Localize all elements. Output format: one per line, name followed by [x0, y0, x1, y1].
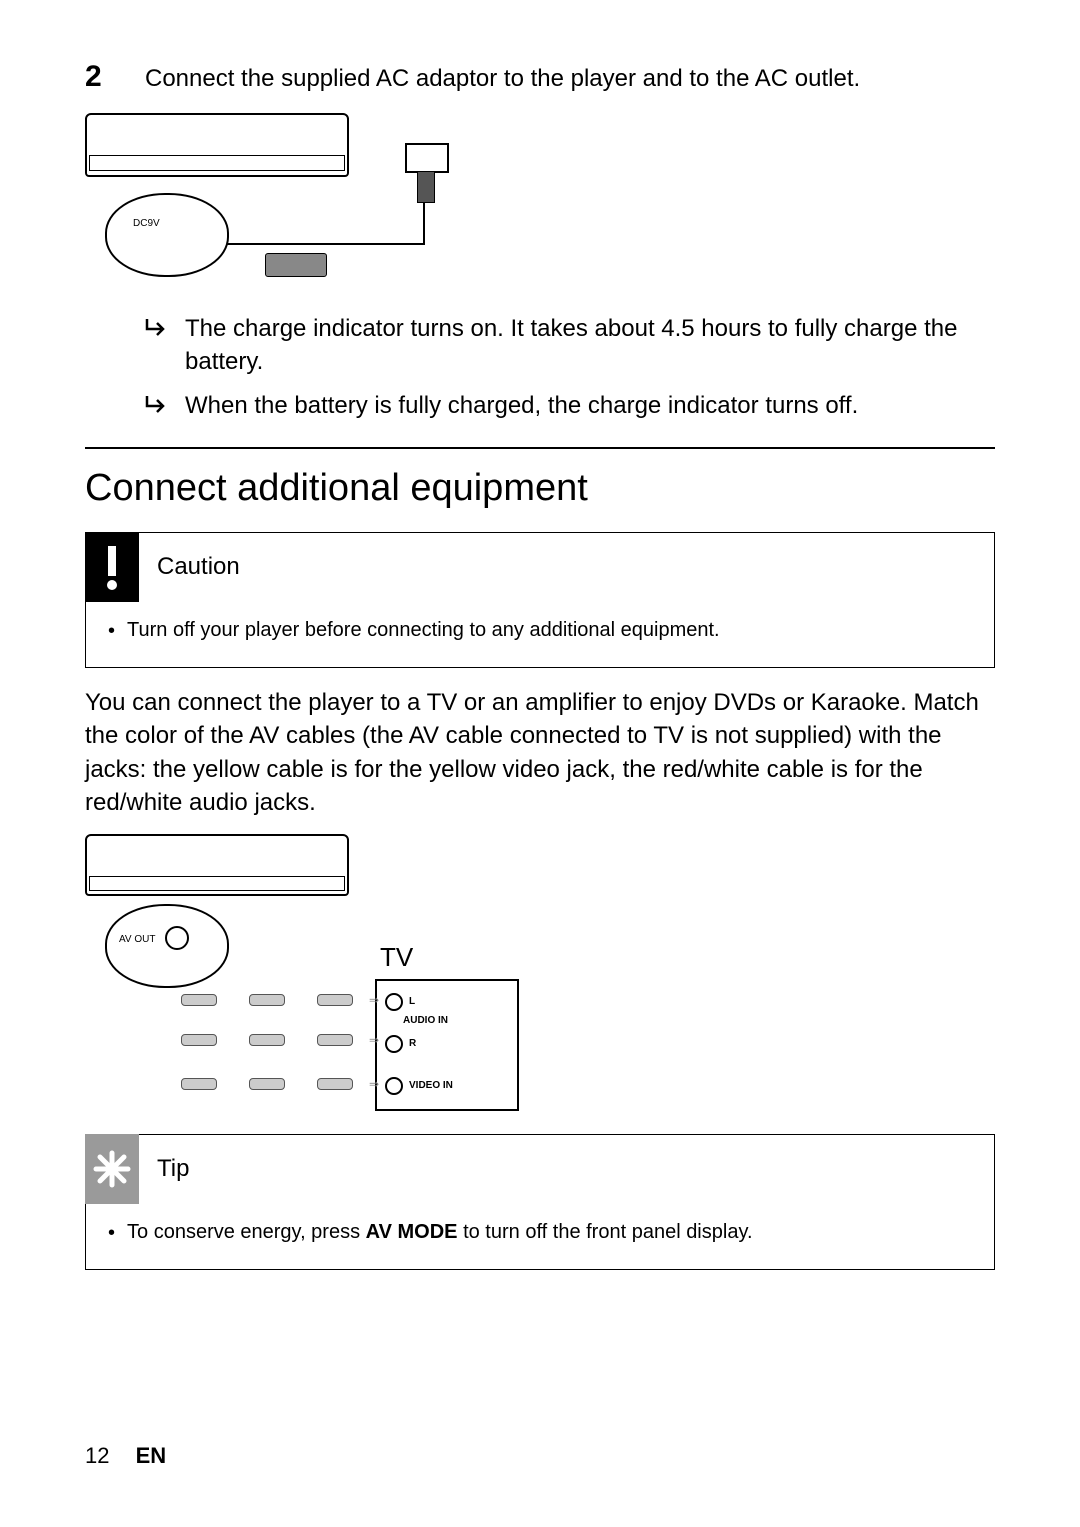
av-out-label: AV OUT — [119, 934, 155, 945]
result-item: When the battery is fully charged, the c… — [145, 390, 995, 422]
body-paragraph: You can connect the player to a TV or an… — [85, 686, 995, 820]
caution-icon — [85, 532, 139, 602]
r-label: R — [409, 1038, 416, 1049]
diagram-ac-adaptor: DC9V — [85, 113, 995, 293]
tip-bullet: • To conserve energy, press AV MODE to t… — [108, 1218, 972, 1247]
arrow-icon — [145, 390, 185, 414]
step-number: 2 — [85, 60, 145, 94]
tip-text-post: to turn off the front panel display. — [458, 1221, 753, 1243]
page-number: 12 — [85, 1443, 109, 1468]
page-footer: 12 EN — [85, 1443, 166, 1469]
caution-title: Caution — [157, 553, 240, 581]
page-lang: EN — [136, 1443, 167, 1468]
l-label: L — [409, 996, 415, 1007]
section-rule — [85, 447, 995, 449]
tip-text-bold: AV MODE — [366, 1221, 458, 1243]
bullet-icon: • — [108, 616, 115, 645]
arrow-icon — [145, 313, 185, 337]
tip-text-pre: To conserve energy, press — [127, 1221, 366, 1243]
diagram-tv-connection: AV OUT TV L AUDIO IN R VIDEO IN — [85, 834, 995, 1114]
caution-text: Turn off your player before connecting t… — [127, 616, 720, 644]
tip-icon — [85, 1134, 139, 1204]
result-text: The charge indicator turns on. It takes … — [185, 313, 995, 378]
step-text: Connect the supplied AC adaptor to the p… — [145, 60, 860, 95]
tip-text: To conserve energy, press AV MODE to tur… — [127, 1218, 753, 1246]
dc9v-label: DC9V — [133, 218, 160, 229]
audio-in-label: AUDIO IN — [403, 1015, 448, 1026]
tip-title: Tip — [157, 1155, 189, 1183]
result-list: The charge indicator turns on. It takes … — [145, 313, 995, 422]
caution-bullet: • Turn off your player before connecting… — [108, 616, 972, 645]
section-title: Connect additional equipment — [85, 467, 995, 510]
tip-box: Tip • To conserve energy, press AV MODE … — [85, 1134, 995, 1270]
caution-box: Caution • Turn off your player before co… — [85, 532, 995, 668]
result-text: When the battery is fully charged, the c… — [185, 390, 858, 422]
video-in-label: VIDEO IN — [409, 1080, 453, 1091]
result-item: The charge indicator turns on. It takes … — [145, 313, 995, 378]
tv-label: TV — [380, 942, 413, 973]
step-2: 2 Connect the supplied AC adaptor to the… — [85, 60, 995, 95]
bullet-icon: • — [108, 1218, 115, 1247]
